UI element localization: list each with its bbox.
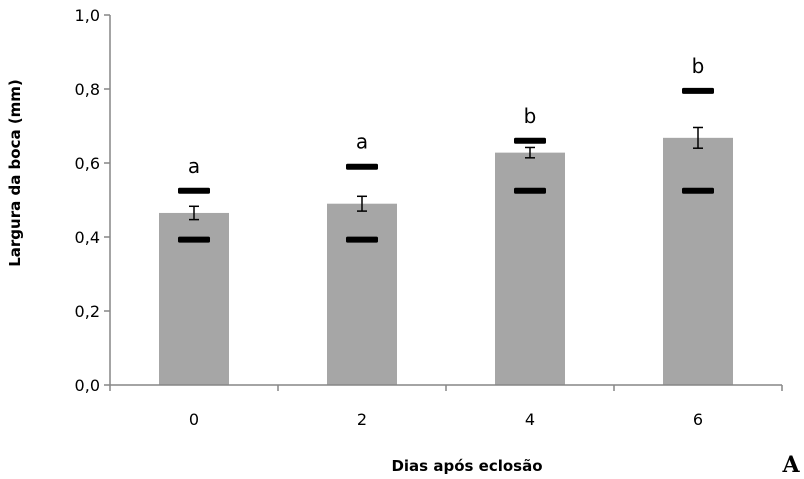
bar xyxy=(327,203,397,385)
min-marker xyxy=(514,187,546,194)
y-tick-label: 0,4 xyxy=(75,228,100,247)
y-tick-label: 0,8 xyxy=(75,80,100,99)
error-bar xyxy=(693,126,703,149)
significance-letters-group: a a b b xyxy=(188,54,704,178)
max-marker xyxy=(346,163,378,170)
y-tick-label: 0,0 xyxy=(75,376,100,395)
significance-letter: b xyxy=(692,54,705,78)
significance-letter: a xyxy=(188,154,200,178)
min-marker xyxy=(682,187,714,194)
min-marker xyxy=(178,236,210,243)
x-tick-label: 0 xyxy=(189,410,199,429)
x-axis-label: Dias após eclosão xyxy=(391,457,542,475)
y-tick-label: 0,2 xyxy=(75,302,100,321)
min-marker xyxy=(346,236,378,243)
y-tick-label: 1,0 xyxy=(75,6,100,25)
error-bars-group xyxy=(189,126,703,221)
error-bar xyxy=(357,195,367,212)
x-ticks-group: 0 2 4 6 xyxy=(109,385,783,429)
x-tick-label: 6 xyxy=(693,410,703,429)
error-bar xyxy=(189,205,199,221)
bar xyxy=(663,137,733,385)
x-tick-label: 2 xyxy=(357,410,367,429)
bars-group xyxy=(159,137,733,385)
significance-letter: a xyxy=(356,130,368,154)
max-marker xyxy=(514,137,546,144)
bar xyxy=(495,152,565,385)
x-tick-label: 4 xyxy=(525,410,535,429)
panel-label: A xyxy=(781,452,800,478)
max-marker xyxy=(682,87,714,94)
max-marker xyxy=(178,187,210,194)
min-max-markers-group xyxy=(178,87,714,243)
y-ticks-group: 0,0 0,2 0,4 0,6 0,8 1,0 xyxy=(75,6,110,395)
y-axis-label: Largura da boca (mm) xyxy=(6,79,24,267)
error-bar xyxy=(525,146,535,159)
y-tick-label: 0,6 xyxy=(75,154,100,173)
significance-letter: b xyxy=(524,104,537,128)
